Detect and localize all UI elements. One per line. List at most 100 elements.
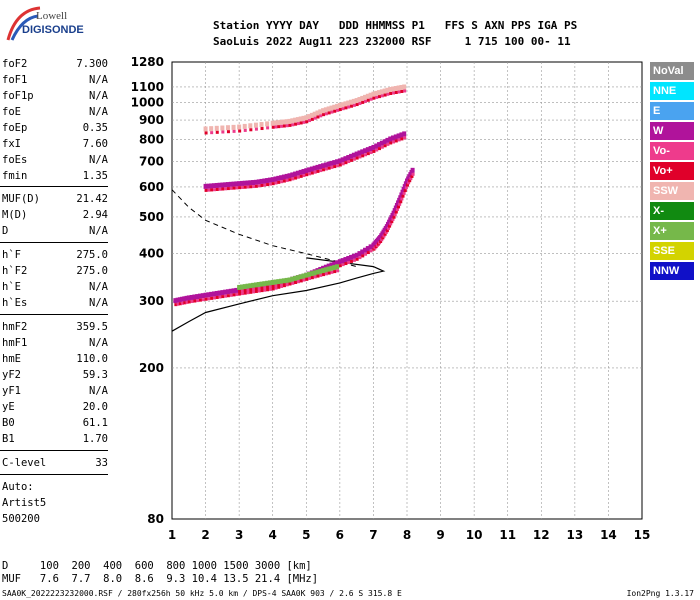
- echo-point: [383, 93, 387, 97]
- x-tick-label: 9: [436, 528, 444, 542]
- echo-point: [271, 287, 275, 291]
- echo-point: [178, 302, 182, 306]
- echo-point: [235, 186, 239, 190]
- echo-point: [177, 297, 182, 303]
- echo-point: [335, 103, 340, 109]
- separator: [0, 450, 108, 451]
- echo-point: [186, 295, 191, 301]
- echo-point: [217, 182, 222, 188]
- echo-point: [276, 279, 281, 285]
- echo-point: [346, 155, 351, 161]
- echo-point: [400, 189, 405, 195]
- echo-point: [204, 297, 208, 301]
- echo-point: [398, 202, 402, 206]
- echo-point: [242, 284, 247, 290]
- echo-point: [337, 259, 342, 265]
- echo-point: [330, 165, 334, 169]
- echo-point: [305, 120, 309, 124]
- echo-point: [369, 249, 373, 253]
- echo-point: [238, 186, 242, 190]
- echo-point: [301, 273, 306, 279]
- param-name: h`E: [2, 281, 21, 293]
- param-name: foF1p: [2, 90, 34, 102]
- echo-point: [336, 108, 340, 112]
- echo-point: [284, 173, 289, 179]
- footer-version: Ion2Png 1.3.17: [626, 589, 694, 598]
- echo-point: [383, 144, 387, 148]
- echo-point: [284, 119, 289, 125]
- echo-point: [396, 200, 401, 206]
- param-value: N/A: [89, 385, 108, 397]
- echo-point: [257, 287, 261, 291]
- param-name: hmE: [2, 353, 21, 365]
- echo-point: [249, 185, 253, 189]
- echo-point: [301, 115, 306, 121]
- echo-point: [365, 246, 370, 252]
- param-row: C-level 33: [2, 455, 108, 471]
- param-row: D N/A: [2, 223, 108, 239]
- x-tick-label: 3: [235, 528, 243, 542]
- echo-point: [207, 188, 211, 192]
- echo-point: [273, 176, 278, 182]
- logo-bottom-text: DIGISONDE: [22, 24, 84, 36]
- echo-point: [321, 268, 326, 274]
- echo-point: [349, 99, 354, 105]
- param-row: h`F 275.0: [2, 247, 108, 263]
- echo-point: [391, 135, 396, 141]
- echo-point: [173, 298, 178, 304]
- echo-point: [309, 166, 314, 172]
- legend-item-x: X-: [650, 202, 694, 220]
- electron-density-profile: [171, 257, 386, 332]
- muf-frequency-row: MUF 7.6 7.7 8.0 8.6 9.3 10.4 13.5 21.4 […: [2, 573, 319, 585]
- echo-point: [313, 275, 317, 279]
- echo-point: [246, 288, 250, 292]
- echo-point: [336, 164, 340, 168]
- echo-point: [324, 167, 328, 171]
- echo-point: [343, 156, 348, 162]
- echo-point: [333, 165, 337, 169]
- polarization-legend: NoVal NNE E W Vo- Vo+ SSW X- X+ SSE NNW: [650, 62, 694, 282]
- echo-point: [399, 84, 404, 90]
- echo-point: [340, 102, 345, 108]
- param-value: 61.1: [82, 417, 108, 429]
- echo-point: [212, 296, 216, 300]
- x-tick-label: 1: [168, 528, 176, 542]
- echo-point: [226, 130, 230, 134]
- param-value: 7.300: [76, 58, 108, 70]
- echo-point: [310, 276, 314, 280]
- echo-point: [397, 138, 401, 142]
- echo-point: [277, 284, 281, 288]
- echo-point: [407, 181, 411, 185]
- param-value: N/A: [89, 297, 108, 309]
- echo-point: [242, 123, 247, 129]
- echo-point: [294, 280, 298, 284]
- separator: [0, 314, 108, 315]
- echo-point: [402, 184, 407, 190]
- echo-point: [337, 103, 342, 109]
- echo-point: [203, 126, 208, 132]
- echo-point: [341, 162, 345, 166]
- echo-point: [323, 267, 328, 273]
- echo-point: [343, 101, 348, 107]
- param-row: h`Es N/A: [2, 295, 108, 311]
- echo-point: [279, 119, 284, 125]
- param-name: h`Es: [2, 297, 28, 309]
- legend-item-noval: NoVal: [650, 62, 694, 80]
- param-group-profile: hmF2 359.5 hmF1 N/A hmE 110.0 yF2 59.3 yF1 N/A yE 2…: [2, 319, 108, 447]
- echo-point: [271, 182, 275, 186]
- param-group-clevel: C-level 33: [2, 455, 108, 471]
- echo-point: [248, 123, 253, 129]
- auto-program: Artist5: [2, 497, 47, 509]
- echo-point: [252, 290, 256, 294]
- echo-point: [249, 290, 253, 294]
- echo-point: [280, 124, 284, 128]
- echo-point: [183, 301, 187, 305]
- param-value: N/A: [89, 106, 108, 118]
- echo-point: [237, 181, 242, 187]
- echo-point: [326, 266, 331, 272]
- echo-point: [253, 122, 258, 128]
- echo-point: [276, 175, 281, 181]
- echo-point: [364, 252, 368, 256]
- echo-point: [322, 273, 326, 277]
